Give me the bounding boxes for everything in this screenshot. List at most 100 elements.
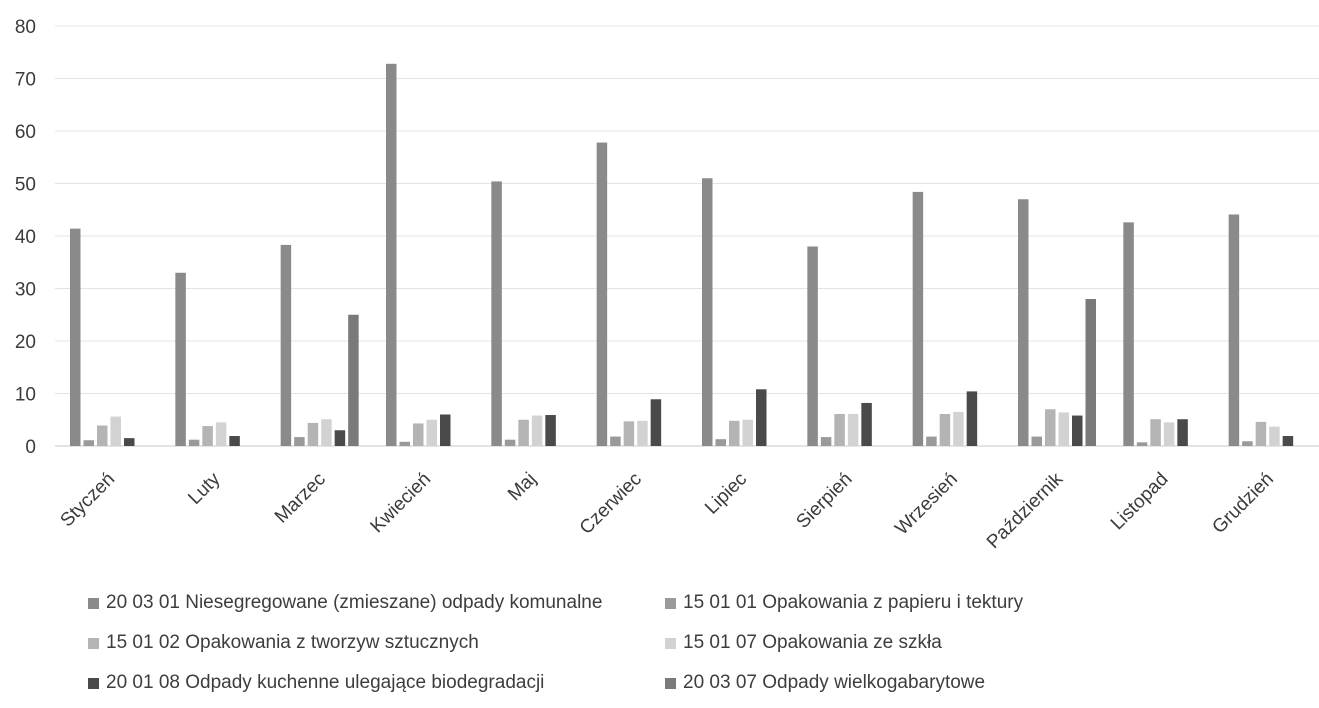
- bar: [491, 181, 502, 446]
- bar: [426, 419, 437, 446]
- legend-item-20-03-01: 20 03 01 Niesegregowane (zmieszane) odpa…: [88, 592, 602, 614]
- bar: [175, 272, 186, 446]
- legend-swatch: [88, 677, 99, 689]
- bar: [715, 439, 726, 446]
- bar: [386, 63, 397, 447]
- bar: [348, 314, 359, 446]
- legend-label: 20 03 01 Niesegregowane (zmieszane) odpa…: [106, 592, 603, 613]
- x-tick-label: Marzec: [271, 469, 330, 528]
- y-tick-label: 70: [15, 70, 36, 91]
- y-tick-label: 20: [15, 332, 36, 353]
- bar: [861, 402, 872, 446]
- y-tick-label: 40: [15, 227, 36, 248]
- bar: [610, 436, 621, 446]
- bar: [1123, 222, 1134, 446]
- x-tick-label: Maj: [504, 469, 541, 506]
- bar: [1255, 421, 1267, 446]
- y-tick-label: 80: [15, 17, 36, 38]
- legend-label: 15 01 01 Opakowania z papieru i tektury: [683, 592, 1024, 613]
- y-tick-label: 0: [25, 437, 36, 458]
- bar: [1163, 422, 1175, 446]
- bar: [1031, 436, 1042, 446]
- bar: [545, 415, 556, 446]
- bars: [70, 63, 1294, 447]
- bar: [807, 246, 818, 446]
- legend-label: 20 01 08 Odpady kuchenne ulegające biode…: [106, 672, 545, 693]
- legend-swatch: [665, 637, 676, 649]
- legend-swatch: [665, 677, 676, 689]
- legend-item-20-03-07: 20 03 07 Odpady wielkogabarytowe: [665, 672, 985, 694]
- bar: [440, 414, 451, 446]
- legend-item-15-01-07: 15 01 07 Opakowania ze szkła: [665, 632, 942, 654]
- bar: [1282, 436, 1294, 446]
- x-tick-label: Listopad: [1107, 469, 1173, 535]
- bar: [596, 142, 608, 447]
- bar: [729, 420, 740, 446]
- bar: [912, 191, 924, 446]
- bar: [1018, 199, 1029, 446]
- bar: [1269, 426, 1280, 446]
- bar: [1058, 412, 1069, 446]
- bar: [742, 419, 753, 446]
- bar: [229, 436, 240, 446]
- bar: [70, 228, 81, 446]
- legend-swatch: [88, 597, 99, 609]
- bar: [531, 415, 543, 446]
- bar: [702, 178, 713, 446]
- bar: [939, 413, 951, 446]
- x-tick-label: Grudzień: [1208, 469, 1277, 538]
- y-tick-label: 50: [15, 175, 36, 196]
- bar-chart: 0 10 20 30 40 50 60 70 80 Styczeń Luty Marzec Kwiec…: [15, 17, 1319, 553]
- bar: [504, 439, 516, 446]
- x-tick-label: Sierpień: [792, 469, 856, 533]
- legend-label: 20 03 07 Odpady wielkogabarytowe: [683, 672, 986, 693]
- legend-swatch: [88, 637, 99, 649]
- bar: [518, 419, 529, 446]
- gridlines: [55, 25, 1319, 447]
- bar: [1242, 441, 1253, 446]
- bar: [110, 416, 121, 446]
- bar: [124, 438, 135, 446]
- bar: [83, 440, 94, 446]
- bar: [280, 244, 292, 446]
- bar: [1072, 415, 1083, 446]
- y-tick-label: 10: [15, 385, 36, 406]
- y-axis: 0 10 20 30 40 50 60 70 80: [15, 17, 36, 458]
- bar: [294, 437, 305, 446]
- legend-item-15-01-02: 15 01 02 Opakowania z tworzyw sztucznych: [88, 632, 479, 654]
- y-tick-label: 30: [15, 280, 36, 301]
- bar: [399, 441, 410, 446]
- legend-label: 15 01 07 Opakowania ze szkła: [683, 632, 942, 653]
- bar: [820, 437, 832, 446]
- bar: [834, 413, 845, 446]
- bar: [966, 391, 978, 446]
- bar: [97, 425, 108, 446]
- bar: [756, 389, 767, 446]
- bar: [1085, 299, 1096, 446]
- legend-label: 15 01 02 Opakowania z tworzyw sztucznych: [106, 632, 479, 653]
- bar: [202, 426, 213, 446]
- x-tick-label: Kwiecień: [367, 469, 436, 538]
- y-tick-label: 60: [15, 122, 36, 143]
- x-axis: Styczeń Luty Marzec Kwiecień Maj Czerwiec Lipi…: [57, 468, 1278, 553]
- bar: [307, 422, 319, 446]
- bar: [188, 439, 200, 446]
- bar: [1150, 419, 1161, 446]
- legend: 20 03 01 Niesegregowane (zmieszane) odpa…: [0, 584, 1319, 704]
- bar: [215, 422, 227, 446]
- x-tick-label: Styczeń: [57, 469, 120, 532]
- bar: [321, 419, 332, 446]
- bar: [637, 420, 648, 446]
- bar: [926, 436, 937, 446]
- legend-swatch: [665, 597, 676, 609]
- bar: [413, 423, 424, 446]
- bar: [650, 399, 662, 446]
- bar: [953, 411, 964, 446]
- legend-item-20-01-08: 20 01 08 Odpady kuchenne ulegające biode…: [88, 672, 544, 694]
- x-tick-label: Wrzesień: [891, 469, 962, 540]
- x-tick-label: Październik: [983, 468, 1068, 553]
- bar: [334, 430, 346, 446]
- bar: [623, 421, 635, 446]
- bar: [1228, 214, 1240, 446]
- x-tick-label: Lipiec: [701, 469, 751, 519]
